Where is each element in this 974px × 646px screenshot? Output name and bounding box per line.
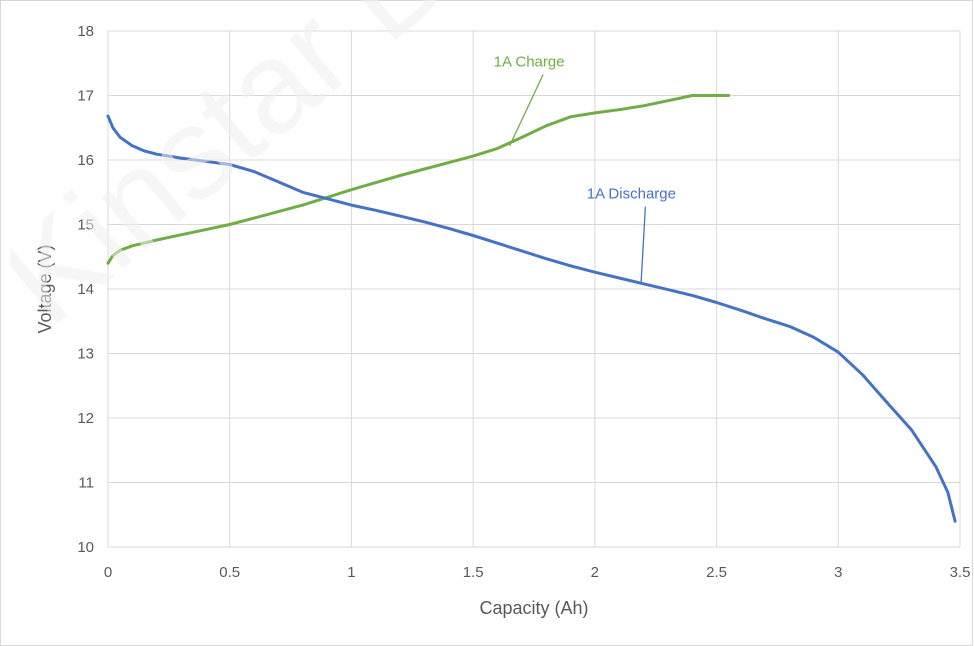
annotation-label: 1A Charge [494,53,565,70]
tick-labels: 0 0.5 1 1.5 2 2.5 3 3.5 10 11 12 13 14 15 16 17 18 [77,23,970,581]
y-tick-label: 11 [78,475,94,492]
x-tick-label: 1.5 [463,564,484,581]
x-tick-label: 2 [591,564,599,581]
y-tick-label: 17 [77,88,94,105]
y-tick-label: 18 [77,23,94,40]
y-axis-title: Voltage (V) [35,244,55,333]
series-line-0 [106,94,731,265]
x-tick-label: 1 [347,564,355,581]
x-tick-label: 0 [104,564,112,581]
y-tick-label: 16 [77,152,94,169]
series-lines [106,94,957,523]
y-tick-label: 12 [77,410,94,427]
y-tick-label: 13 [77,346,94,363]
y-tick-label: 14 [77,281,94,298]
annotation-leader-line [509,74,544,147]
y-tick-label: 10 [77,539,94,556]
x-tick-label: 3 [834,564,842,581]
x-tick-label: 3.5 [950,564,971,581]
annotations: 1A Charge 1A Discharge [494,53,676,283]
x-tick-label: 0.5 [219,564,240,581]
x-axis-title: Capacity (Ah) [479,598,588,618]
y-tick-label: 15 [77,217,94,234]
x-tick-label: 2.5 [706,564,727,581]
series-line-1 [106,114,957,523]
annotation-leader-line [640,206,647,283]
gridlines [107,30,961,548]
annotation-label: 1A Discharge [587,186,676,203]
